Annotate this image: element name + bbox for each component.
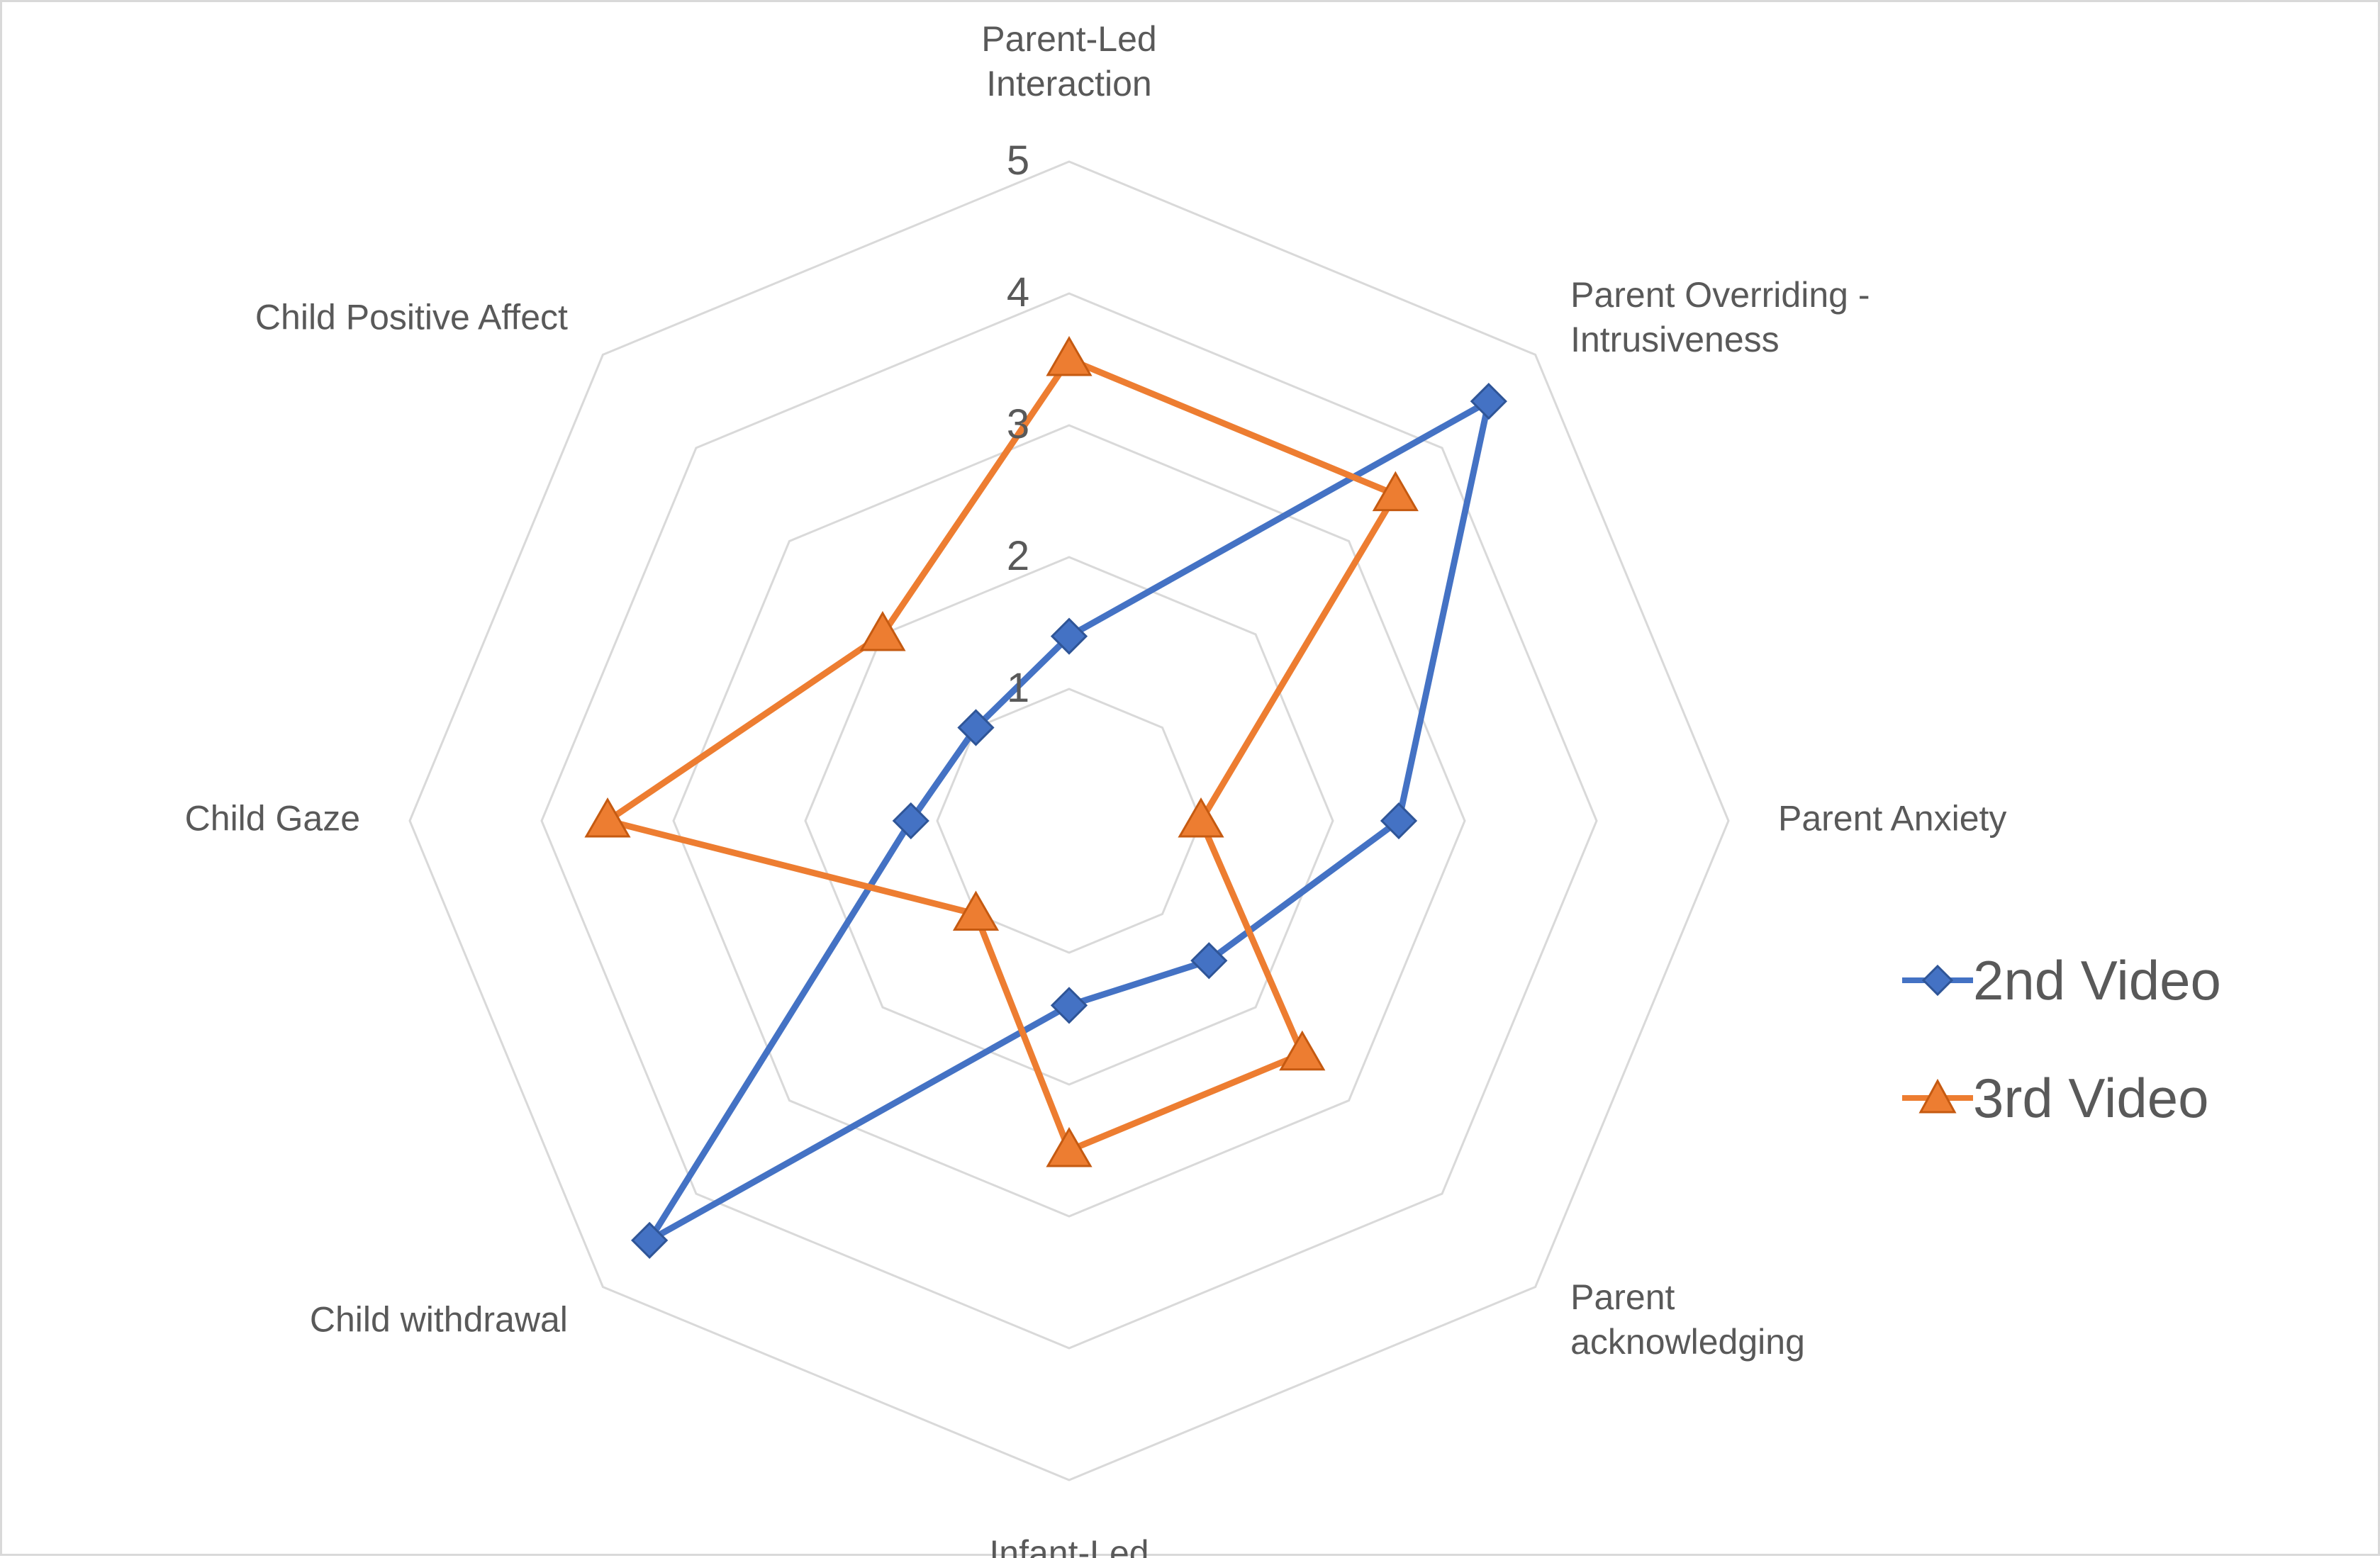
category-label: Infant-Led: [989, 1533, 1149, 1558]
tick-label: 2: [1007, 533, 1029, 579]
data-point-2-6: [952, 890, 1000, 931]
grid-ring: [672, 424, 1466, 1218]
data-point-1-4: [1190, 942, 1228, 980]
category-label: Parent-Led: [981, 19, 1156, 59]
tick-label: 1: [1007, 665, 1029, 711]
category-label: Parent Anxiety: [1778, 799, 2006, 839]
series-markers: [584, 335, 1507, 1259]
value-ticks: 1 2 3 4 5: [1007, 138, 1029, 711]
data-point-2-5: [1046, 1126, 1093, 1167]
category-label: Child Positive Affect: [255, 297, 568, 337]
series-lines: [604, 356, 1492, 1244]
category-label: Child Gaze: [185, 799, 360, 839]
data-point-2-2: [1372, 471, 1419, 512]
legend-label: 2nd Video: [1973, 949, 2221, 1011]
series-line-1: [646, 398, 1492, 1244]
data-point-1-2: [1470, 383, 1507, 420]
data-point-1-3: [1380, 802, 1418, 840]
legend-item-2nd-video: 2nd Video: [1902, 952, 2342, 1009]
category-label: Parent: [1570, 1277, 1675, 1317]
legend-label: 3rd Video: [1973, 1067, 2209, 1129]
data-point-1-6: [631, 1221, 669, 1259]
data-point-2-4: [1279, 1030, 1326, 1071]
grid-ring: [936, 688, 1202, 954]
data-point-2-3: [1178, 797, 1224, 838]
legend-triangle-marker: [1902, 1078, 1973, 1114]
grid-ring: [804, 556, 1334, 1086]
data-point-1-7: [892, 802, 929, 840]
category-labels: Parent-Led Interaction Parent Overriding -…: [185, 19, 2007, 1558]
tick-label: 3: [1007, 401, 1029, 447]
data-point-2-8: [859, 610, 906, 651]
legend-item-3rd-video: 3rd Video: [1902, 1070, 2342, 1126]
legend: 2nd Video 3rd Video: [1902, 952, 2342, 1187]
data-point-2-1: [1046, 335, 1093, 376]
category-label: Parent Overriding -: [1570, 275, 1870, 315]
series-line-2: [604, 356, 1399, 1154]
category-label: Child withdrawal: [310, 1300, 568, 1340]
radar-grid: [408, 160, 1730, 1481]
tick-label: 5: [1007, 138, 1029, 184]
tick-label: 4: [1007, 269, 1029, 315]
legend-diamond-marker: [1902, 964, 1973, 997]
data-point-1-5: [1050, 987, 1088, 1024]
grid-ring: [408, 160, 1730, 1481]
category-label: Intrusiveness: [1570, 320, 1780, 359]
data-point-1-8: [957, 709, 995, 746]
category-label: Interaction: [986, 64, 1151, 103]
grid-ring: [540, 292, 1598, 1350]
category-label: acknowledging: [1570, 1322, 1805, 1362]
data-point-2-7: [584, 797, 631, 838]
data-point-1-1: [1050, 617, 1088, 655]
